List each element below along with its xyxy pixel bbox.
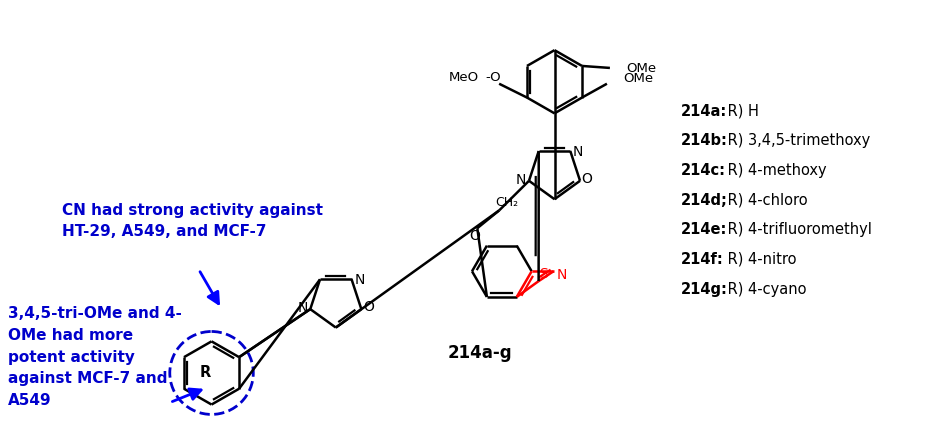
Text: 214f:: 214f: bbox=[680, 252, 723, 267]
Text: CH₂: CH₂ bbox=[495, 196, 518, 209]
Text: A549: A549 bbox=[8, 393, 51, 408]
Text: 214d;: 214d; bbox=[680, 193, 727, 208]
Text: 214a:: 214a: bbox=[680, 104, 726, 119]
Text: OMe: OMe bbox=[622, 72, 652, 85]
Text: N: N bbox=[296, 301, 307, 315]
Text: -O: -O bbox=[485, 71, 500, 84]
Text: R) 4-nitro: R) 4-nitro bbox=[722, 252, 795, 267]
Text: 214a-g: 214a-g bbox=[447, 344, 512, 362]
Text: 214g:: 214g: bbox=[680, 282, 727, 296]
Text: MeO: MeO bbox=[448, 71, 479, 84]
Text: O: O bbox=[468, 229, 480, 243]
Text: R) 4-methoxy: R) 4-methoxy bbox=[722, 163, 825, 178]
Text: N: N bbox=[515, 173, 526, 187]
Text: O: O bbox=[362, 300, 373, 314]
Text: CN had strong activity against: CN had strong activity against bbox=[62, 203, 323, 218]
Text: against MCF-7 and: against MCF-7 and bbox=[8, 372, 167, 386]
Text: O: O bbox=[581, 172, 592, 186]
Text: 214b:: 214b: bbox=[680, 133, 727, 149]
Text: N: N bbox=[556, 268, 566, 282]
Text: R: R bbox=[200, 365, 211, 381]
Text: OMe: OMe bbox=[625, 62, 655, 76]
Text: N: N bbox=[572, 145, 582, 159]
Text: R) 4-trifluoromethyl: R) 4-trifluoromethyl bbox=[722, 222, 870, 237]
Text: 214c:: 214c: bbox=[680, 163, 725, 178]
Text: R) 3,4,5-trimethoxy: R) 3,4,5-trimethoxy bbox=[722, 133, 868, 149]
Text: R) 4-chloro: R) 4-chloro bbox=[722, 193, 806, 208]
Text: R) 4-cyano: R) 4-cyano bbox=[722, 282, 805, 296]
Text: S: S bbox=[539, 267, 548, 281]
Text: R) H: R) H bbox=[722, 104, 758, 119]
Text: N: N bbox=[354, 273, 364, 287]
Text: OMe had more: OMe had more bbox=[8, 328, 133, 343]
Text: 214e:: 214e: bbox=[680, 222, 726, 237]
Text: HT-29, A549, and MCF-7: HT-29, A549, and MCF-7 bbox=[62, 224, 266, 239]
Text: potent activity: potent activity bbox=[8, 349, 134, 365]
Text: 3,4,5-tri-OMe and 4-: 3,4,5-tri-OMe and 4- bbox=[8, 306, 181, 321]
